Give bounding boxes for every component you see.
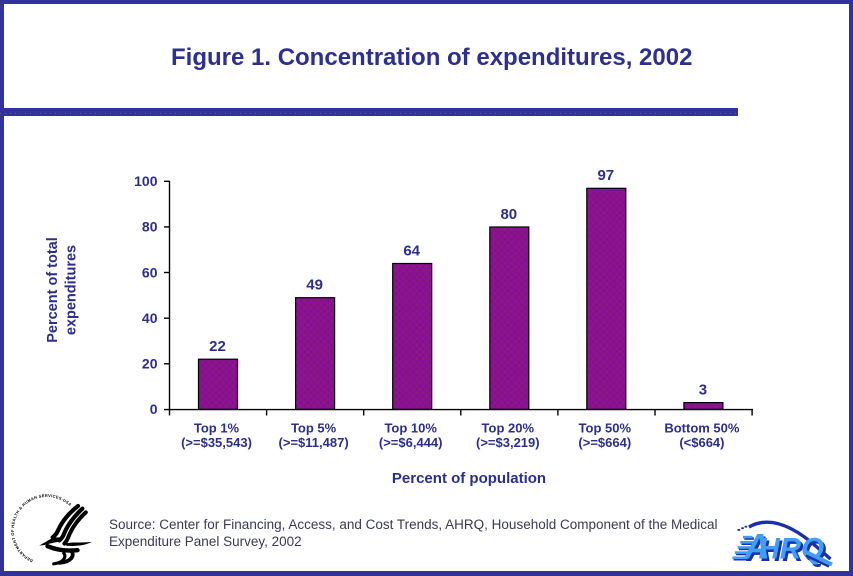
svg-text:Top 5%: Top 5% bbox=[291, 420, 337, 435]
svg-text:HRQ: HRQ bbox=[761, 535, 827, 568]
svg-text:0: 0 bbox=[150, 401, 158, 417]
svg-text:22: 22 bbox=[209, 338, 226, 355]
svg-text:80: 80 bbox=[142, 219, 158, 235]
svg-text:Bottom 50%: Bottom 50% bbox=[664, 420, 740, 435]
svg-text:Percent of population: Percent of population bbox=[392, 470, 546, 487]
svg-text:64: 64 bbox=[403, 242, 420, 259]
svg-text:Top 20%: Top 20% bbox=[482, 420, 535, 435]
svg-text:(>=$35,543): (>=$35,543) bbox=[181, 435, 252, 450]
svg-text:(<$664): (<$664) bbox=[679, 435, 724, 450]
svg-text:Top 10%: Top 10% bbox=[384, 420, 437, 435]
svg-text:40: 40 bbox=[142, 310, 158, 326]
svg-text:60: 60 bbox=[142, 264, 158, 280]
svg-text:Top 50%: Top 50% bbox=[579, 420, 632, 435]
svg-text:100: 100 bbox=[134, 173, 158, 189]
svg-text:80: 80 bbox=[500, 206, 517, 223]
svg-text:3: 3 bbox=[699, 381, 707, 398]
svg-text:(>=$11,487): (>=$11,487) bbox=[279, 435, 349, 450]
svg-text:A: A bbox=[744, 528, 770, 567]
svg-text:(>=$664): (>=$664) bbox=[578, 435, 631, 450]
svg-text:Top 1%: Top 1% bbox=[194, 420, 240, 435]
svg-text:Percent of total: Percent of total bbox=[45, 237, 61, 343]
svg-text:97: 97 bbox=[597, 167, 614, 184]
svg-text:expenditures: expenditures bbox=[63, 245, 79, 335]
svg-text:20: 20 bbox=[142, 356, 158, 372]
svg-text:(>=$3,219): (>=$3,219) bbox=[476, 435, 540, 450]
svg-text:(>=$6,444): (>=$6,444) bbox=[379, 435, 443, 450]
svg-text:A: A bbox=[746, 530, 772, 569]
svg-text:49: 49 bbox=[306, 277, 323, 294]
